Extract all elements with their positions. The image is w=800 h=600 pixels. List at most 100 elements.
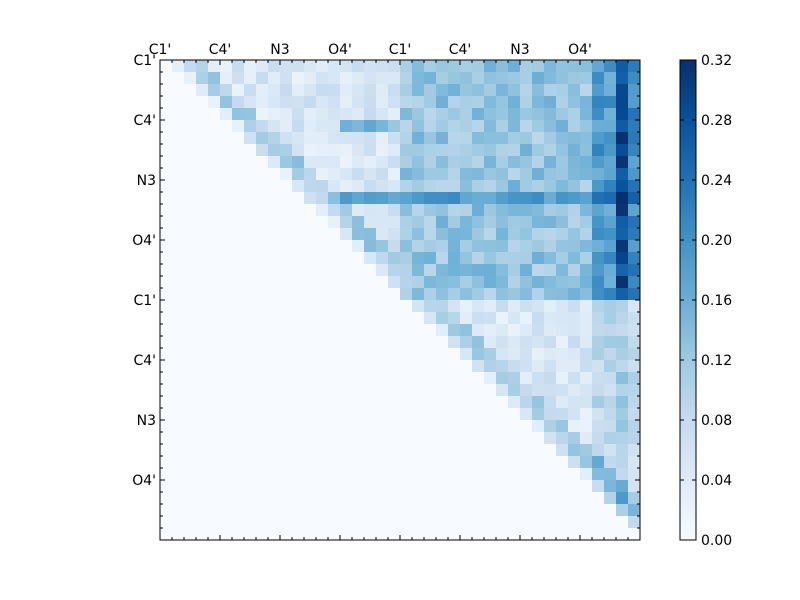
heatmap-cell [220, 468, 233, 481]
heatmap-cell [280, 384, 293, 397]
heatmap-cell [592, 384, 605, 397]
heatmap-cell [328, 288, 341, 301]
heatmap-cell [556, 168, 569, 181]
heatmap-cell [400, 396, 413, 409]
heatmap-cell [412, 528, 425, 541]
heatmap-cell [436, 252, 449, 265]
heatmap-cell [496, 312, 509, 325]
heatmap-cell [544, 120, 557, 133]
heatmap-cell [424, 324, 437, 337]
heatmap-cell [484, 348, 497, 361]
heatmap-cell [568, 240, 581, 253]
heatmap-cell [400, 324, 413, 337]
heatmap-cell [220, 96, 233, 109]
heatmap-cell [292, 240, 305, 253]
heatmap-cell [244, 408, 257, 421]
heatmap-cell [292, 216, 305, 229]
heatmap-cell [520, 312, 533, 325]
heatmap-cell [556, 408, 569, 421]
heatmap-cell [280, 444, 293, 457]
heatmap-cell [268, 336, 281, 349]
heatmap-cell [256, 264, 269, 277]
heatmap-cell [292, 168, 305, 181]
heatmap-cell [544, 228, 557, 241]
heatmap-cell [628, 192, 641, 205]
heatmap-cell [568, 420, 581, 433]
heatmap-cell [328, 324, 341, 337]
heatmap-cell [568, 60, 581, 73]
heatmap-cell [532, 228, 545, 241]
heatmap-cell [436, 348, 449, 361]
heatmap-cell [256, 180, 269, 193]
heatmap-cell [220, 336, 233, 349]
heatmap-cell [436, 60, 449, 73]
heatmap-cell [268, 84, 281, 97]
heatmap-cell [328, 276, 341, 289]
heatmap-cell [220, 108, 233, 121]
heatmap-cell [436, 432, 449, 445]
heatmap-cell [244, 324, 257, 337]
heatmap-cell [412, 252, 425, 265]
heatmap-cell [352, 60, 365, 73]
heatmap-cell [232, 216, 245, 229]
heatmap-cell [388, 108, 401, 121]
heatmap-cell [376, 432, 389, 445]
heatmap-cell [472, 96, 485, 109]
heatmap-cell [172, 372, 185, 385]
heatmap-cell [604, 336, 617, 349]
heatmap-cell [592, 84, 605, 97]
heatmap-cell [280, 204, 293, 217]
heatmap-cell [268, 156, 281, 169]
heatmap-cell [244, 120, 257, 133]
heatmap-cell [268, 468, 281, 481]
heatmap-cell [256, 168, 269, 181]
heatmap-cell [376, 456, 389, 469]
heatmap-cell [436, 444, 449, 457]
heatmap-cell [196, 468, 209, 481]
heatmap-cell [484, 216, 497, 229]
heatmap-cell [508, 324, 521, 337]
heatmap-cell [508, 408, 521, 421]
heatmap-cell [496, 456, 509, 469]
heatmap-cell [628, 156, 641, 169]
y-tick-label: C1' [133, 53, 156, 69]
heatmap-cell [556, 420, 569, 433]
heatmap-cell [316, 444, 329, 457]
heatmap-cell [388, 120, 401, 133]
heatmap-cell [616, 492, 629, 505]
heatmap-cell [628, 120, 641, 133]
heatmap-cell [304, 492, 317, 505]
heatmap-cell [436, 516, 449, 529]
heatmap-cell [616, 432, 629, 445]
heatmap-cell [244, 84, 257, 97]
heatmap-cell [544, 252, 557, 265]
heatmap-cell [280, 348, 293, 361]
heatmap-cell [328, 144, 341, 157]
heatmap-cell [364, 84, 377, 97]
heatmap-cell [364, 204, 377, 217]
heatmap-cell [460, 96, 473, 109]
heatmap-cell [196, 432, 209, 445]
heatmap-cell [520, 204, 533, 217]
heatmap-cell [160, 456, 173, 469]
heatmap-cell [580, 180, 593, 193]
heatmap-cell [256, 420, 269, 433]
heatmap-cell [292, 120, 305, 133]
heatmap-cell [604, 252, 617, 265]
heatmap-cell [484, 96, 497, 109]
heatmap-cell [568, 468, 581, 481]
heatmap-cell [160, 252, 173, 265]
heatmap-cell [208, 384, 221, 397]
heatmap-cell [628, 108, 641, 121]
heatmap-cell [448, 348, 461, 361]
heatmap-cell [400, 516, 413, 529]
heatmap-cell [520, 264, 533, 277]
heatmap-cell [328, 168, 341, 181]
heatmap-cell [448, 300, 461, 313]
heatmap-cell [208, 204, 221, 217]
heatmap-cell [376, 156, 389, 169]
heatmap-cell [484, 108, 497, 121]
heatmap-cell [520, 468, 533, 481]
heatmap-cell [256, 348, 269, 361]
heatmap-cell [232, 468, 245, 481]
